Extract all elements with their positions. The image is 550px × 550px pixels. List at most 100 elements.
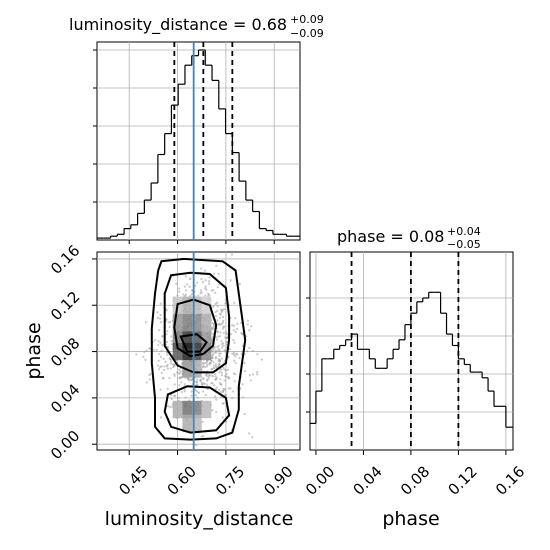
scatter-point	[199, 289, 203, 292]
scatter-point	[232, 338, 235, 342]
scatter-point	[226, 336, 229, 340]
scatter-point	[214, 363, 217, 366]
scatter-point	[167, 321, 170, 324]
scatter-point	[189, 294, 192, 297]
scatter-point	[166, 387, 169, 390]
scatter-point	[256, 352, 259, 356]
panel-joint: 0.45 0.60 0.75 0.90 0.00 0.04 0.08 0.12 0.16	[47, 241, 301, 499]
scatter-point	[168, 406, 171, 409]
scatter-point	[158, 329, 161, 332]
scatter-point	[173, 373, 176, 376]
scatter-point	[170, 360, 173, 363]
scatter-point	[228, 348, 232, 351]
heat-cell-4	[172, 313, 183, 332]
scatter-point	[225, 372, 228, 376]
heat-cell-11	[201, 331, 212, 349]
heat-cell-18	[172, 400, 183, 419]
joint-ytick-label-0: 0.00	[47, 427, 83, 463]
scatter-point	[201, 363, 205, 366]
scatter-point	[250, 325, 253, 328]
contour-lower	[163, 385, 231, 434]
scatter-point	[148, 378, 151, 381]
joint-ytick-label-2: 0.08	[47, 334, 83, 370]
heat-cell-8	[172, 331, 183, 349]
scatter-point	[184, 275, 187, 278]
scatter-point	[218, 352, 221, 355]
heat-cell-6	[192, 313, 202, 332]
contour-middle	[163, 271, 231, 374]
scatter-point	[232, 329, 235, 332]
scatter-point	[211, 349, 214, 352]
scatter-point	[232, 390, 235, 393]
scatter-point	[170, 362, 173, 365]
scatter-point	[222, 344, 225, 347]
scatter-point	[210, 359, 213, 363]
scatter-point	[178, 368, 181, 371]
scatter-point	[211, 289, 215, 292]
scatter-point	[206, 378, 209, 382]
scatter-point	[200, 381, 203, 384]
panel-phase-hist: 0.00 0.04 0.08 0.12 0.16	[302, 251, 528, 499]
scatter-point	[161, 343, 164, 347]
scatter-point	[223, 350, 227, 353]
scatter-point	[220, 396, 223, 399]
scatter-point	[217, 388, 221, 391]
scatter-point	[243, 412, 246, 416]
scatter-point	[204, 394, 207, 397]
scatter-point	[212, 364, 216, 367]
scatter-point	[204, 285, 207, 288]
scatter-point	[178, 290, 181, 293]
scatter-point	[200, 291, 203, 294]
scatter-point	[234, 317, 237, 320]
scatter-point	[220, 374, 224, 377]
scatter-point	[251, 436, 254, 439]
scatter-point	[187, 379, 191, 382]
scatter-point	[167, 346, 170, 349]
scatter-point	[210, 368, 213, 371]
scatter-point	[213, 272, 216, 275]
luminosity-hist-frame	[96, 41, 301, 241]
scatter-point	[195, 378, 199, 381]
scatter-point	[168, 376, 171, 380]
scatter-point	[210, 382, 213, 385]
scatter-point	[142, 355, 145, 359]
scatter-point	[220, 311, 223, 314]
scatter-point	[229, 387, 232, 390]
scatter-point	[227, 375, 230, 378]
scatter-point	[156, 316, 160, 319]
scatter-point	[165, 333, 168, 336]
scatter-point	[153, 348, 156, 351]
scatter-point	[166, 367, 169, 370]
scatter-point	[200, 277, 203, 280]
phase-xtick-label-3: 0.12	[444, 462, 480, 498]
scatter-point	[203, 382, 206, 385]
scatter-point	[210, 374, 213, 377]
scatter-point	[234, 355, 237, 358]
scatter-point	[221, 416, 224, 419]
scatter-point	[222, 389, 225, 392]
scatter-point	[213, 346, 216, 349]
scatter-point	[214, 310, 217, 314]
scatter-point	[222, 387, 225, 391]
scatter-point	[162, 377, 165, 380]
scatter-point	[190, 394, 193, 397]
scatter-point	[255, 370, 259, 374]
scatter-point	[240, 321, 243, 325]
scatter-point	[251, 349, 254, 353]
scatter-point	[164, 360, 167, 364]
phase-hist-quantiles	[350, 252, 460, 450]
scatter-point	[156, 364, 159, 367]
joint-xtick-label-2: 0.75	[212, 462, 248, 498]
scatter-point	[159, 320, 162, 324]
heat-cell-17	[192, 360, 202, 378]
scatter-point	[225, 369, 228, 372]
scatter-point	[220, 340, 223, 343]
scatter-point	[184, 289, 187, 292]
scatter-point	[238, 356, 241, 360]
scatter-point	[214, 291, 217, 294]
scatter-point	[159, 416, 163, 419]
scatter-point	[156, 311, 159, 314]
scatter-point	[176, 371, 179, 374]
scatter-point	[224, 375, 227, 378]
heat-cell-21	[201, 400, 212, 419]
